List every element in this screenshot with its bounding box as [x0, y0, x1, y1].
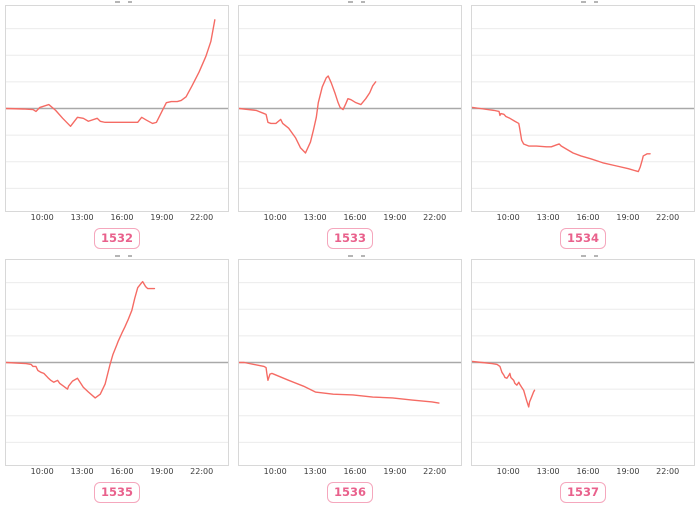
title-fragment-mark — [594, 255, 598, 257]
title-fragment-mark — [348, 1, 353, 3]
x-tick-label: 22:00 — [423, 213, 447, 222]
clipped-chart-title — [238, 254, 462, 259]
chart-canvas — [239, 28, 461, 189]
line-chart — [238, 259, 462, 466]
chart-canvas — [472, 282, 694, 443]
line-chart — [471, 5, 695, 212]
x-tick-label: 13:00 — [536, 213, 560, 222]
x-tick-label: 16:00 — [110, 213, 134, 222]
chart-id-badge[interactable]: 1535 — [93, 482, 140, 504]
line-chart — [5, 5, 229, 212]
x-axis-labels: 10:00 13:00 16:00 19:00 22:00 — [238, 466, 462, 478]
x-axis-labels: 10:00 13:00 16:00 19:00 22:00 — [238, 212, 462, 224]
x-tick-label: 10:00 — [263, 213, 287, 222]
title-fragment-mark — [348, 255, 353, 257]
chart-cell: 10:00 13:00 16:00 19:00 22:00 1533 — [238, 0, 462, 254]
chart-id-badge[interactable]: 1532 — [93, 228, 140, 250]
title-fragment-mark — [115, 255, 120, 257]
title-fragment-mark — [581, 255, 586, 257]
x-tick-label: 22:00 — [190, 213, 214, 222]
x-axis-labels: 10:00 13:00 16:00 19:00 22:00 — [471, 466, 695, 478]
x-tick-label: 19:00 — [616, 467, 640, 476]
x-tick-label: 19:00 — [150, 213, 174, 222]
chart-cell: 10:00 13:00 16:00 19:00 22:00 1535 — [5, 254, 229, 508]
x-axis-labels: 10:00 13:00 16:00 19:00 22:00 — [5, 212, 229, 224]
title-fragment-mark — [128, 1, 132, 3]
data-series-line — [239, 361, 440, 404]
chart-id-badge[interactable]: 1533 — [326, 228, 373, 250]
chart-id-badge[interactable]: 1534 — [559, 228, 606, 250]
x-tick-label: 10:00 — [30, 467, 54, 476]
badge-row: 1533 — [238, 228, 462, 254]
x-tick-label: 10:00 — [496, 467, 520, 476]
data-series-line — [472, 360, 536, 408]
x-tick-label: 22:00 — [656, 213, 680, 222]
x-tick-label: 13:00 — [303, 467, 327, 476]
data-series-line — [6, 19, 216, 128]
chart-canvas — [6, 19, 228, 189]
badge-row: 1536 — [238, 482, 462, 508]
badge-row: 1532 — [5, 228, 229, 254]
x-tick-label: 10:00 — [30, 213, 54, 222]
x-tick-label: 22:00 — [190, 467, 214, 476]
line-chart — [5, 259, 229, 466]
data-series-line — [472, 106, 651, 173]
badge-row: 1535 — [5, 482, 229, 508]
x-tick-label: 10:00 — [496, 213, 520, 222]
line-chart — [471, 259, 695, 466]
title-fragment-mark — [361, 1, 365, 3]
x-tick-label: 16:00 — [343, 213, 367, 222]
x-tick-label: 13:00 — [536, 467, 560, 476]
chart-canvas — [239, 282, 461, 443]
clipped-chart-title — [471, 254, 695, 259]
chart-cell: 10:00 13:00 16:00 19:00 22:00 1536 — [238, 254, 462, 508]
x-tick-label: 16:00 — [576, 213, 600, 222]
clipped-chart-title — [5, 254, 229, 259]
x-tick-label: 16:00 — [576, 467, 600, 476]
title-fragment-mark — [361, 255, 365, 257]
x-tick-label: 19:00 — [383, 213, 407, 222]
chart-cell: 10:00 13:00 16:00 19:00 22:00 1537 — [471, 254, 695, 508]
chart-cell: 10:00 13:00 16:00 19:00 22:00 1532 — [5, 0, 229, 254]
x-tick-label: 19:00 — [383, 467, 407, 476]
x-axis-labels: 10:00 13:00 16:00 19:00 22:00 — [471, 212, 695, 224]
x-tick-label: 22:00 — [423, 467, 447, 476]
badge-row: 1534 — [471, 228, 695, 254]
data-series-line — [239, 75, 377, 154]
title-fragment-mark — [115, 1, 120, 3]
chart-canvas — [472, 28, 694, 189]
x-axis-labels: 10:00 13:00 16:00 19:00 22:00 — [5, 466, 229, 478]
clipped-chart-title — [5, 0, 229, 5]
x-tick-label: 13:00 — [70, 213, 94, 222]
x-tick-label: 22:00 — [656, 467, 680, 476]
chart-id-badge[interactable]: 1536 — [326, 482, 373, 504]
badge-row: 1537 — [471, 482, 695, 508]
x-tick-label: 13:00 — [303, 213, 327, 222]
title-fragment-mark — [581, 1, 586, 3]
line-chart — [238, 5, 462, 212]
chart-cell: 10:00 13:00 16:00 19:00 22:00 1534 — [471, 0, 695, 254]
x-tick-label: 19:00 — [616, 213, 640, 222]
x-tick-label: 19:00 — [150, 467, 174, 476]
chart-canvas — [6, 280, 228, 443]
data-series-line — [6, 280, 156, 399]
x-tick-label: 10:00 — [263, 467, 287, 476]
title-fragment-mark — [128, 255, 132, 257]
title-fragment-mark — [594, 1, 598, 3]
x-tick-label: 13:00 — [70, 467, 94, 476]
chart-id-badge[interactable]: 1537 — [559, 482, 606, 504]
clipped-chart-title — [238, 0, 462, 5]
x-tick-label: 16:00 — [110, 467, 134, 476]
clipped-chart-title — [471, 0, 695, 5]
x-tick-label: 16:00 — [343, 467, 367, 476]
